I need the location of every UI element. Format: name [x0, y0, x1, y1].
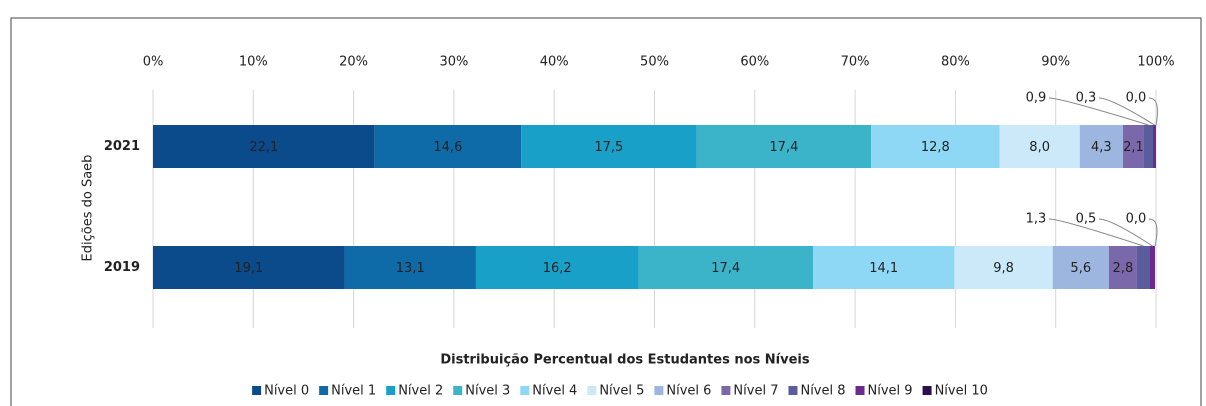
x-tick-label: 60%: [740, 55, 769, 70]
legend-label: Nível 7: [733, 384, 778, 399]
bar-segment: [812, 246, 955, 289]
x-tick-label: 70%: [841, 55, 870, 70]
bar-segment: [521, 125, 697, 168]
legend-swatch: [922, 386, 932, 395]
data-label: 13,1: [396, 261, 425, 276]
data-label: 0,9: [1026, 91, 1047, 106]
x-tick-label: 20%: [339, 55, 368, 70]
bar-segment: [1052, 246, 1109, 289]
legend-swatch: [788, 386, 798, 395]
legend-item: Nível 9: [855, 384, 913, 399]
x-tick-label: 100%: [1137, 55, 1174, 70]
legend-item: Nível 1: [319, 384, 376, 399]
legend-label: Nível 4: [532, 384, 577, 399]
data-label: 4,3: [1091, 140, 1112, 155]
legend-label: Nível 1: [331, 384, 376, 399]
bar-segment: [696, 125, 872, 168]
legend-label: Nível 6: [666, 384, 711, 399]
data-label: 17,4: [711, 261, 740, 276]
x-tick-label: 30%: [439, 55, 468, 70]
x-tick-label: 90%: [1041, 55, 1070, 70]
legend-item: Nível 10: [922, 384, 988, 399]
x-tick-label: 50%: [640, 55, 669, 70]
legend-item: Nível 3: [453, 384, 510, 399]
legend-swatch: [654, 386, 664, 395]
data-label: 19,1: [234, 261, 263, 276]
bar-segment: [153, 246, 345, 289]
leader-line: [1098, 97, 1155, 126]
bar-segment: [1136, 246, 1150, 289]
y-tick-label: 2021: [104, 139, 140, 154]
legend: Nível 0 Nível 1 Nível 2 Nível 3 Nível 4 Nível…: [252, 384, 988, 399]
data-label: 0,0: [1126, 212, 1147, 227]
data-label: 16,2: [543, 261, 572, 276]
leader-line: [1048, 218, 1144, 247]
data-label: 14,1: [869, 261, 898, 276]
data-label: 0,0: [1126, 91, 1147, 106]
data-label: 8,0: [1029, 140, 1050, 155]
legend-swatch: [252, 386, 262, 395]
data-label: 5,6: [1070, 261, 1091, 276]
legend-swatch: [855, 386, 865, 395]
data-label: 1,3: [1026, 212, 1047, 227]
data-label: 2,1: [1123, 140, 1144, 155]
legend-label: Nível 0: [264, 384, 309, 399]
legend-item: Nível 8: [788, 384, 846, 399]
bar-segment: [344, 246, 476, 289]
bar-segment: [1152, 125, 1156, 168]
y-tick-label: 2019: [104, 260, 140, 275]
legend-item: Nível 0: [252, 384, 309, 399]
data-label: 22,1: [249, 140, 278, 155]
leader-line: [1148, 97, 1158, 126]
x-tick-label: 80%: [941, 55, 970, 70]
x-tick-label: 40%: [540, 55, 569, 70]
x-tick-label: 10%: [239, 55, 268, 70]
bar-segment: [638, 246, 813, 289]
bar-segment: [1108, 246, 1137, 289]
bar-segment: [999, 125, 1080, 168]
legend-swatch: [721, 386, 731, 395]
bar-segment: [475, 246, 639, 289]
legend-swatch: [587, 386, 597, 395]
data-label: 0,5: [1076, 212, 1097, 227]
legend-swatch: [319, 386, 329, 395]
leader-line: [1098, 218, 1153, 247]
x-tick-label: 0%: [143, 55, 164, 70]
legend-label: Nível 5: [599, 384, 644, 399]
legend-item: Nível 5: [587, 384, 644, 399]
legend-item: Nível 2: [386, 384, 443, 399]
legend-label: Nível 3: [465, 384, 510, 399]
data-label: 2,8: [1113, 261, 1134, 276]
bar-segment: [1143, 125, 1153, 168]
legend-item: Nível 4: [520, 384, 577, 399]
data-label: 17,5: [594, 140, 623, 155]
bar-segment: [153, 125, 375, 168]
legend-label: Nível 9: [868, 384, 913, 399]
y-axis-label: Edições do Saeb: [81, 155, 96, 262]
bar-segment: [1122, 125, 1144, 168]
data-label: 12,8: [921, 140, 950, 155]
legend-label: Nível 8: [800, 384, 845, 399]
bar-segment: [1149, 246, 1155, 289]
x-axis-label: Distribuição Percentual dos Estudantes n…: [440, 353, 810, 368]
data-label: 0,3: [1076, 91, 1097, 106]
data-label: 9,8: [993, 261, 1014, 276]
bar-segment: [374, 125, 522, 168]
legend-swatch: [453, 386, 463, 395]
legend-swatch: [520, 386, 530, 395]
bar-segment: [954, 246, 1053, 289]
legend-swatch: [386, 386, 396, 395]
legend-item: Nível 6: [654, 384, 711, 399]
leader-line: [1148, 218, 1158, 247]
legend-item: Nível 7: [721, 384, 778, 399]
data-label: 17,4: [769, 140, 798, 155]
frame: [10, 17, 1202, 406]
bar-segment: [1079, 125, 1123, 168]
bar-segment: [871, 125, 1000, 168]
legend-label: Nível 10: [935, 384, 988, 399]
legend-label: Nível 2: [398, 384, 443, 399]
data-label: 14,6: [433, 140, 462, 155]
leader-line: [1048, 97, 1149, 126]
